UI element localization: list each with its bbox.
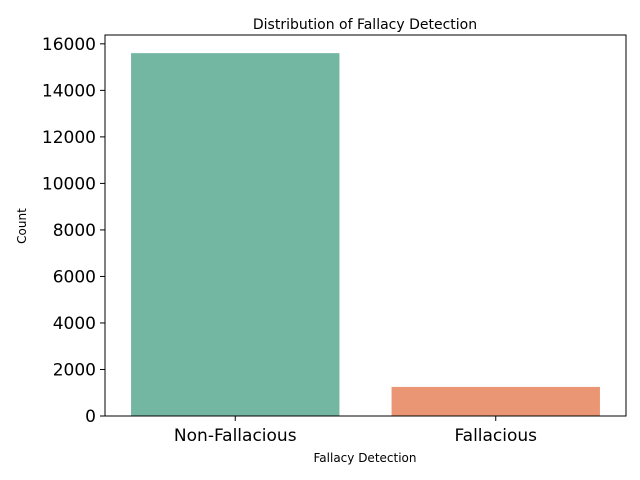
y-tick-label: 0 (85, 407, 96, 427)
x-tick-label: Fallacious (454, 426, 537, 446)
y-tick-label: 14000 (42, 81, 96, 101)
chart-title: Distribution of Fallacy Detection (253, 17, 477, 33)
y-tick-label: 10000 (42, 174, 96, 194)
y-tick-label: 4000 (53, 314, 96, 334)
y-axis-ticks: 0 2000 4000 6000 8000 10000 12000 14000 16000 (42, 35, 105, 427)
x-axis-label: Fallacy Detection (314, 451, 417, 465)
y-axis-label: Count (15, 208, 29, 244)
bar-fallacious (391, 386, 600, 416)
y-tick-label: 8000 (53, 221, 96, 241)
y-tick-label: 12000 (42, 128, 96, 148)
y-tick-label: 2000 (53, 360, 96, 380)
y-tick-label: 16000 (42, 35, 96, 55)
bars-group (131, 53, 600, 417)
plot-frame (104, 34, 627, 417)
bar-non-fallacious (131, 53, 340, 417)
x-axis-ticks: Non-Fallacious Fallacious (174, 416, 537, 446)
x-tick-label: Non-Fallacious (174, 426, 297, 446)
y-tick-label: 6000 (53, 267, 96, 287)
